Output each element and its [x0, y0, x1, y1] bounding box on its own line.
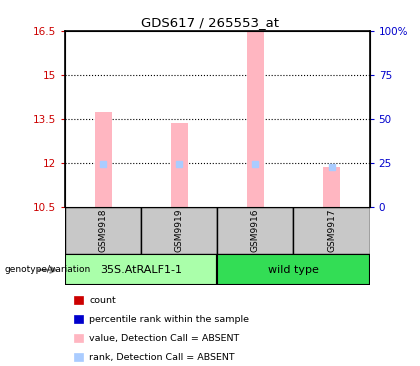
Text: GSM9916: GSM9916: [251, 209, 260, 252]
Bar: [141, 207, 218, 254]
Bar: [218, 254, 370, 285]
Text: wild type: wild type: [268, 265, 319, 275]
Text: 35S.AtRALF1-1: 35S.AtRALF1-1: [100, 265, 182, 275]
Text: percentile rank within the sample: percentile rank within the sample: [89, 315, 249, 324]
Text: GSM9917: GSM9917: [327, 209, 336, 252]
Text: count: count: [89, 296, 116, 305]
Bar: [294, 207, 370, 254]
Bar: [323, 167, 340, 207]
Text: GSM9919: GSM9919: [175, 209, 184, 252]
Bar: [247, 31, 264, 207]
Text: rank, Detection Call = ABSENT: rank, Detection Call = ABSENT: [89, 353, 235, 362]
Text: genotype/variation: genotype/variation: [4, 265, 90, 274]
Bar: [95, 112, 112, 207]
Bar: [171, 123, 188, 207]
Bar: [218, 207, 294, 254]
Bar: [65, 207, 141, 254]
Text: value, Detection Call = ABSENT: value, Detection Call = ABSENT: [89, 334, 239, 343]
Text: GSM9918: GSM9918: [99, 209, 108, 252]
Bar: [65, 254, 218, 285]
Text: GDS617 / 265553_at: GDS617 / 265553_at: [141, 16, 279, 30]
